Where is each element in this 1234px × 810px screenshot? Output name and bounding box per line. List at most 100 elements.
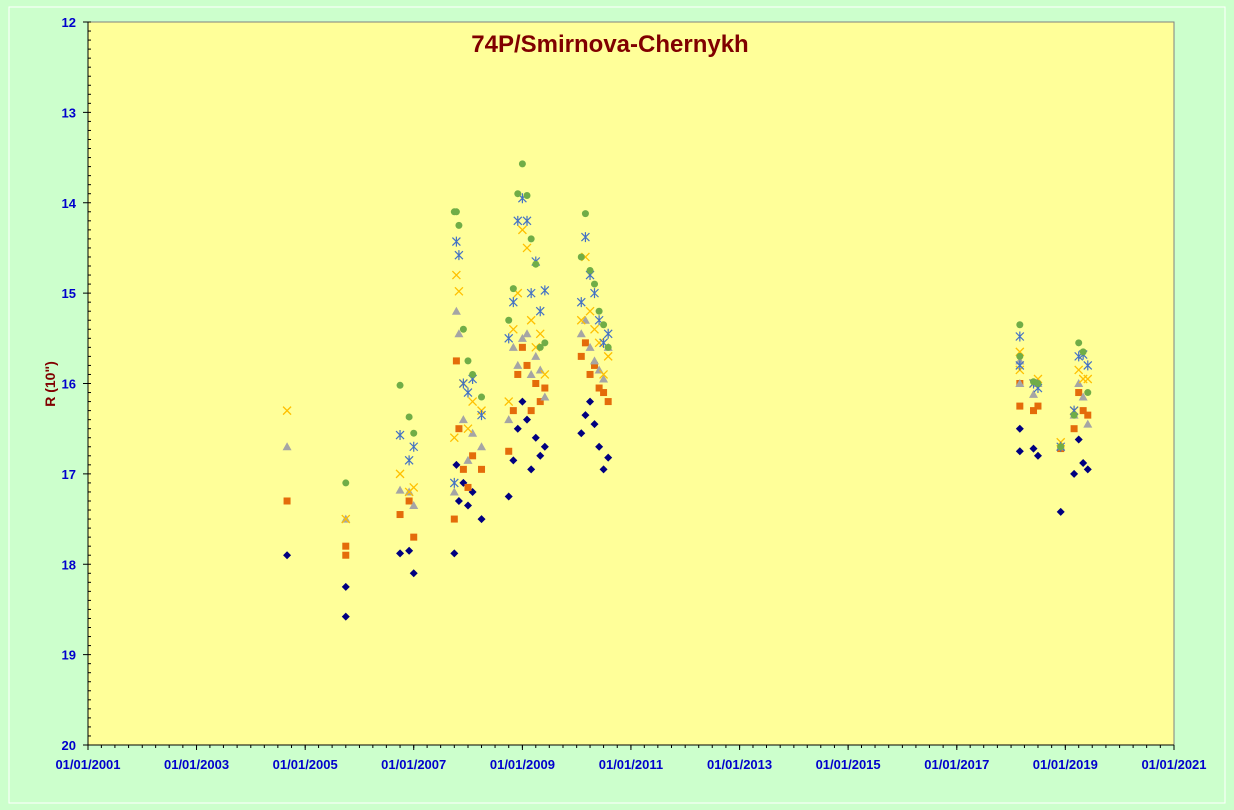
data-point-asterisk <box>451 236 461 247</box>
x-tick-label: 01/01/2005 <box>273 757 338 772</box>
data-point-circle <box>469 370 477 378</box>
data-point-diamond <box>1074 435 1083 444</box>
data-point-asterisk <box>409 441 419 452</box>
data-point-x <box>282 406 292 416</box>
data-point-square <box>1070 425 1078 433</box>
y-tick-label: 17 <box>62 467 76 482</box>
y-tick-label: 13 <box>62 105 76 120</box>
data-point-diamond <box>523 415 532 424</box>
data-point-x <box>395 469 405 479</box>
data-point-diamond <box>463 501 472 510</box>
data-point-square <box>1075 389 1083 397</box>
data-point-asterisk <box>477 410 486 421</box>
data-point-x <box>526 315 536 325</box>
data-point-x <box>449 433 459 443</box>
data-point-circle <box>459 325 467 333</box>
data-point-asterisk <box>581 232 590 243</box>
data-point-square <box>505 447 513 455</box>
data-point-diamond <box>341 612 350 621</box>
data-point-x <box>1074 365 1084 375</box>
data-point-circle <box>452 208 460 216</box>
data-point-diamond <box>504 492 513 501</box>
data-point-circle <box>536 343 544 351</box>
data-point-square <box>410 533 418 541</box>
data-point-square <box>536 398 544 406</box>
data-points <box>282 160 1093 621</box>
data-point-triangle <box>463 455 473 464</box>
data-point-asterisk <box>454 250 464 261</box>
data-point-circle <box>595 307 603 315</box>
x-tick-label: 01/01/2003 <box>164 757 229 772</box>
data-point-square <box>581 339 589 347</box>
data-point-triangle <box>508 342 518 351</box>
data-point-diamond <box>1079 459 1088 468</box>
data-point-circle <box>410 429 418 437</box>
data-point-square <box>514 370 522 378</box>
data-point-x <box>341 514 351 524</box>
data-point-triangle <box>526 369 536 378</box>
data-point-x <box>517 225 527 235</box>
data-point-triangle <box>454 329 464 338</box>
data-point-diamond <box>341 582 350 591</box>
data-point-diamond <box>604 453 613 462</box>
data-point-triangle <box>599 374 609 383</box>
data-point-x <box>590 324 599 334</box>
data-point-x <box>508 324 518 334</box>
data-point-triangle <box>451 306 461 315</box>
data-point-x <box>1083 374 1093 384</box>
data-point-asterisk <box>590 288 599 299</box>
data-point-x <box>463 424 473 434</box>
data-point-diamond <box>531 433 540 442</box>
data-point-diamond <box>396 549 405 558</box>
data-point-square <box>527 407 535 415</box>
data-point-triangle <box>522 329 532 338</box>
data-point-circle <box>455 221 463 229</box>
data-point-triangle <box>282 442 292 451</box>
data-point-asterisk <box>603 328 613 339</box>
data-point-diamond <box>595 442 604 451</box>
data-point-x <box>540 370 550 379</box>
data-point-diamond <box>1015 447 1024 456</box>
data-point-diamond <box>599 465 608 474</box>
data-point-x <box>504 397 514 407</box>
x-tick-label: 01/01/2007 <box>381 757 446 772</box>
data-point-x <box>599 370 609 379</box>
data-point-square <box>523 361 531 369</box>
data-point-asterisk <box>1083 360 1093 371</box>
data-point-diamond <box>409 569 418 578</box>
data-point-asterisk <box>504 333 514 344</box>
data-point-square <box>577 352 585 360</box>
data-point-square <box>283 497 291 505</box>
data-point-diamond <box>452 460 461 469</box>
data-point-circle <box>591 280 599 288</box>
data-point-circle <box>1057 443 1065 451</box>
data-point-diamond <box>586 397 595 406</box>
data-point-x <box>585 306 595 316</box>
data-point-asterisk <box>1015 331 1025 342</box>
data-point-diamond <box>477 515 486 524</box>
data-point-square <box>405 497 413 505</box>
data-point-diamond <box>1070 469 1079 478</box>
data-point-square <box>532 380 540 387</box>
data-point-asterisk <box>1015 360 1025 371</box>
data-point-circle <box>1084 389 1092 397</box>
data-point-circle <box>604 343 612 351</box>
x-tick-label: 01/01/2009 <box>490 757 555 772</box>
data-point-triangle <box>468 428 478 437</box>
data-point-asterisk <box>522 215 532 226</box>
data-point-asterisk <box>576 297 586 308</box>
data-point-triangle <box>477 442 487 451</box>
y-axis-title: R (10") <box>42 361 58 407</box>
data-point-triangle <box>409 501 419 510</box>
data-point-triangle <box>576 329 586 338</box>
data-point-diamond <box>540 442 549 451</box>
data-point-asterisk <box>449 477 459 488</box>
x-tick-label: 01/01/2019 <box>1033 757 1098 772</box>
data-point-circle <box>405 413 413 421</box>
data-point-diamond <box>518 397 527 406</box>
data-point-triangle <box>517 333 527 342</box>
data-point-circle <box>1075 339 1083 347</box>
data-point-x <box>409 482 419 492</box>
data-point-square <box>518 343 526 351</box>
